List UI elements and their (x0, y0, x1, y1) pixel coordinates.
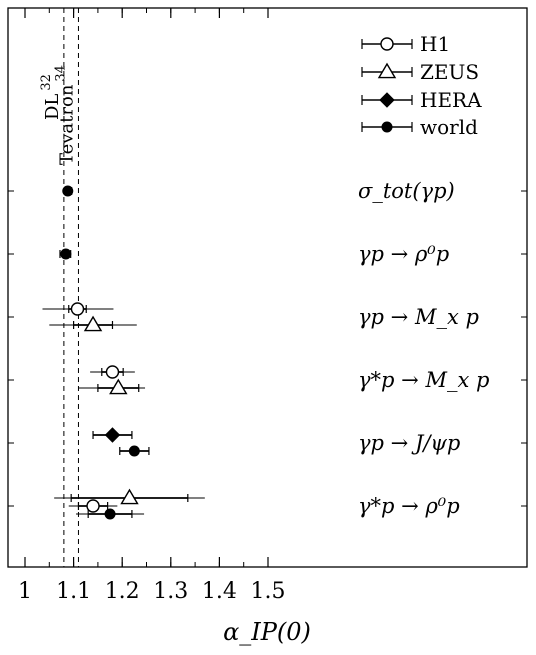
marker-filled-diamond (104, 427, 121, 443)
process-label: γ*p → ρ⁰p (358, 494, 460, 518)
marker-open-triangle (120, 488, 139, 505)
x-axis-title: α_IP(0) (223, 618, 311, 646)
data-points (42, 185, 205, 520)
data-point-h1 (68, 499, 118, 513)
legend-label: HERA (420, 88, 482, 112)
x-tick-label: 1.3 (153, 579, 188, 604)
legend-label: ZEUS (420, 60, 479, 84)
marker-open-triangle (83, 315, 103, 332)
data-point-hera (92, 427, 133, 443)
legend-item-zeus: ZEUS (361, 60, 479, 84)
marker-filled-circle (128, 445, 140, 457)
marker-open-circle (70, 302, 85, 316)
marker-open-circle (86, 499, 100, 513)
reference-label-tevatron: Tevatron34 (53, 65, 77, 165)
process-label: γp → M_x p (358, 305, 479, 329)
process-labels: σ_tot(γp) γp → ρ⁰p γp → M_x p γ*p → M_x p γp… (358, 179, 489, 518)
data-point-zeus (49, 315, 137, 332)
data-point-world (59, 248, 72, 260)
data-point-h1 (90, 365, 135, 379)
data-point-h1 (42, 302, 114, 316)
marker-filled-circle (381, 121, 393, 133)
legend-item-hera: HERA (361, 88, 482, 112)
marker-open-triangle (109, 378, 128, 395)
legend-item-world: world (361, 115, 478, 139)
marker-filled-circle (104, 508, 116, 520)
data-point-zeus (78, 378, 146, 395)
marker-filled-diamond (379, 92, 395, 108)
data-point-world (119, 445, 150, 457)
legend-item-h1: H1 (361, 32, 450, 56)
process-label: γp → J/ψp (358, 431, 460, 455)
x-axis-ticks: 1 1.1 1.2 1.3 1.4 1.5 (8, 8, 527, 604)
x-tick-label: 1.2 (105, 579, 140, 604)
x-tick-label: 1 (18, 579, 32, 604)
data-point-world (76, 508, 145, 520)
marker-filled-circle (60, 248, 72, 260)
data-point-zeus (54, 488, 205, 505)
x-tick-label: 1.4 (202, 579, 237, 604)
marker-filled-circle (62, 185, 74, 197)
marker-open-triangle (377, 62, 397, 79)
x-tick-label: 1.1 (56, 579, 91, 604)
process-label: γ*p → M_x p (358, 368, 489, 392)
legend: H1 ZEUS HERA world (361, 32, 482, 139)
data-point-world (62, 185, 74, 197)
process-label: γp → ρ⁰p (358, 242, 449, 266)
reference-label-dl: DL32 (39, 74, 63, 120)
legend-label: H1 (420, 32, 450, 56)
process-label: σ_tot(γp) (358, 179, 455, 203)
x-tick-label: 1.5 (251, 579, 286, 604)
marker-open-circle (380, 37, 394, 51)
legend-label: world (420, 115, 478, 139)
marker-open-circle (105, 365, 120, 379)
